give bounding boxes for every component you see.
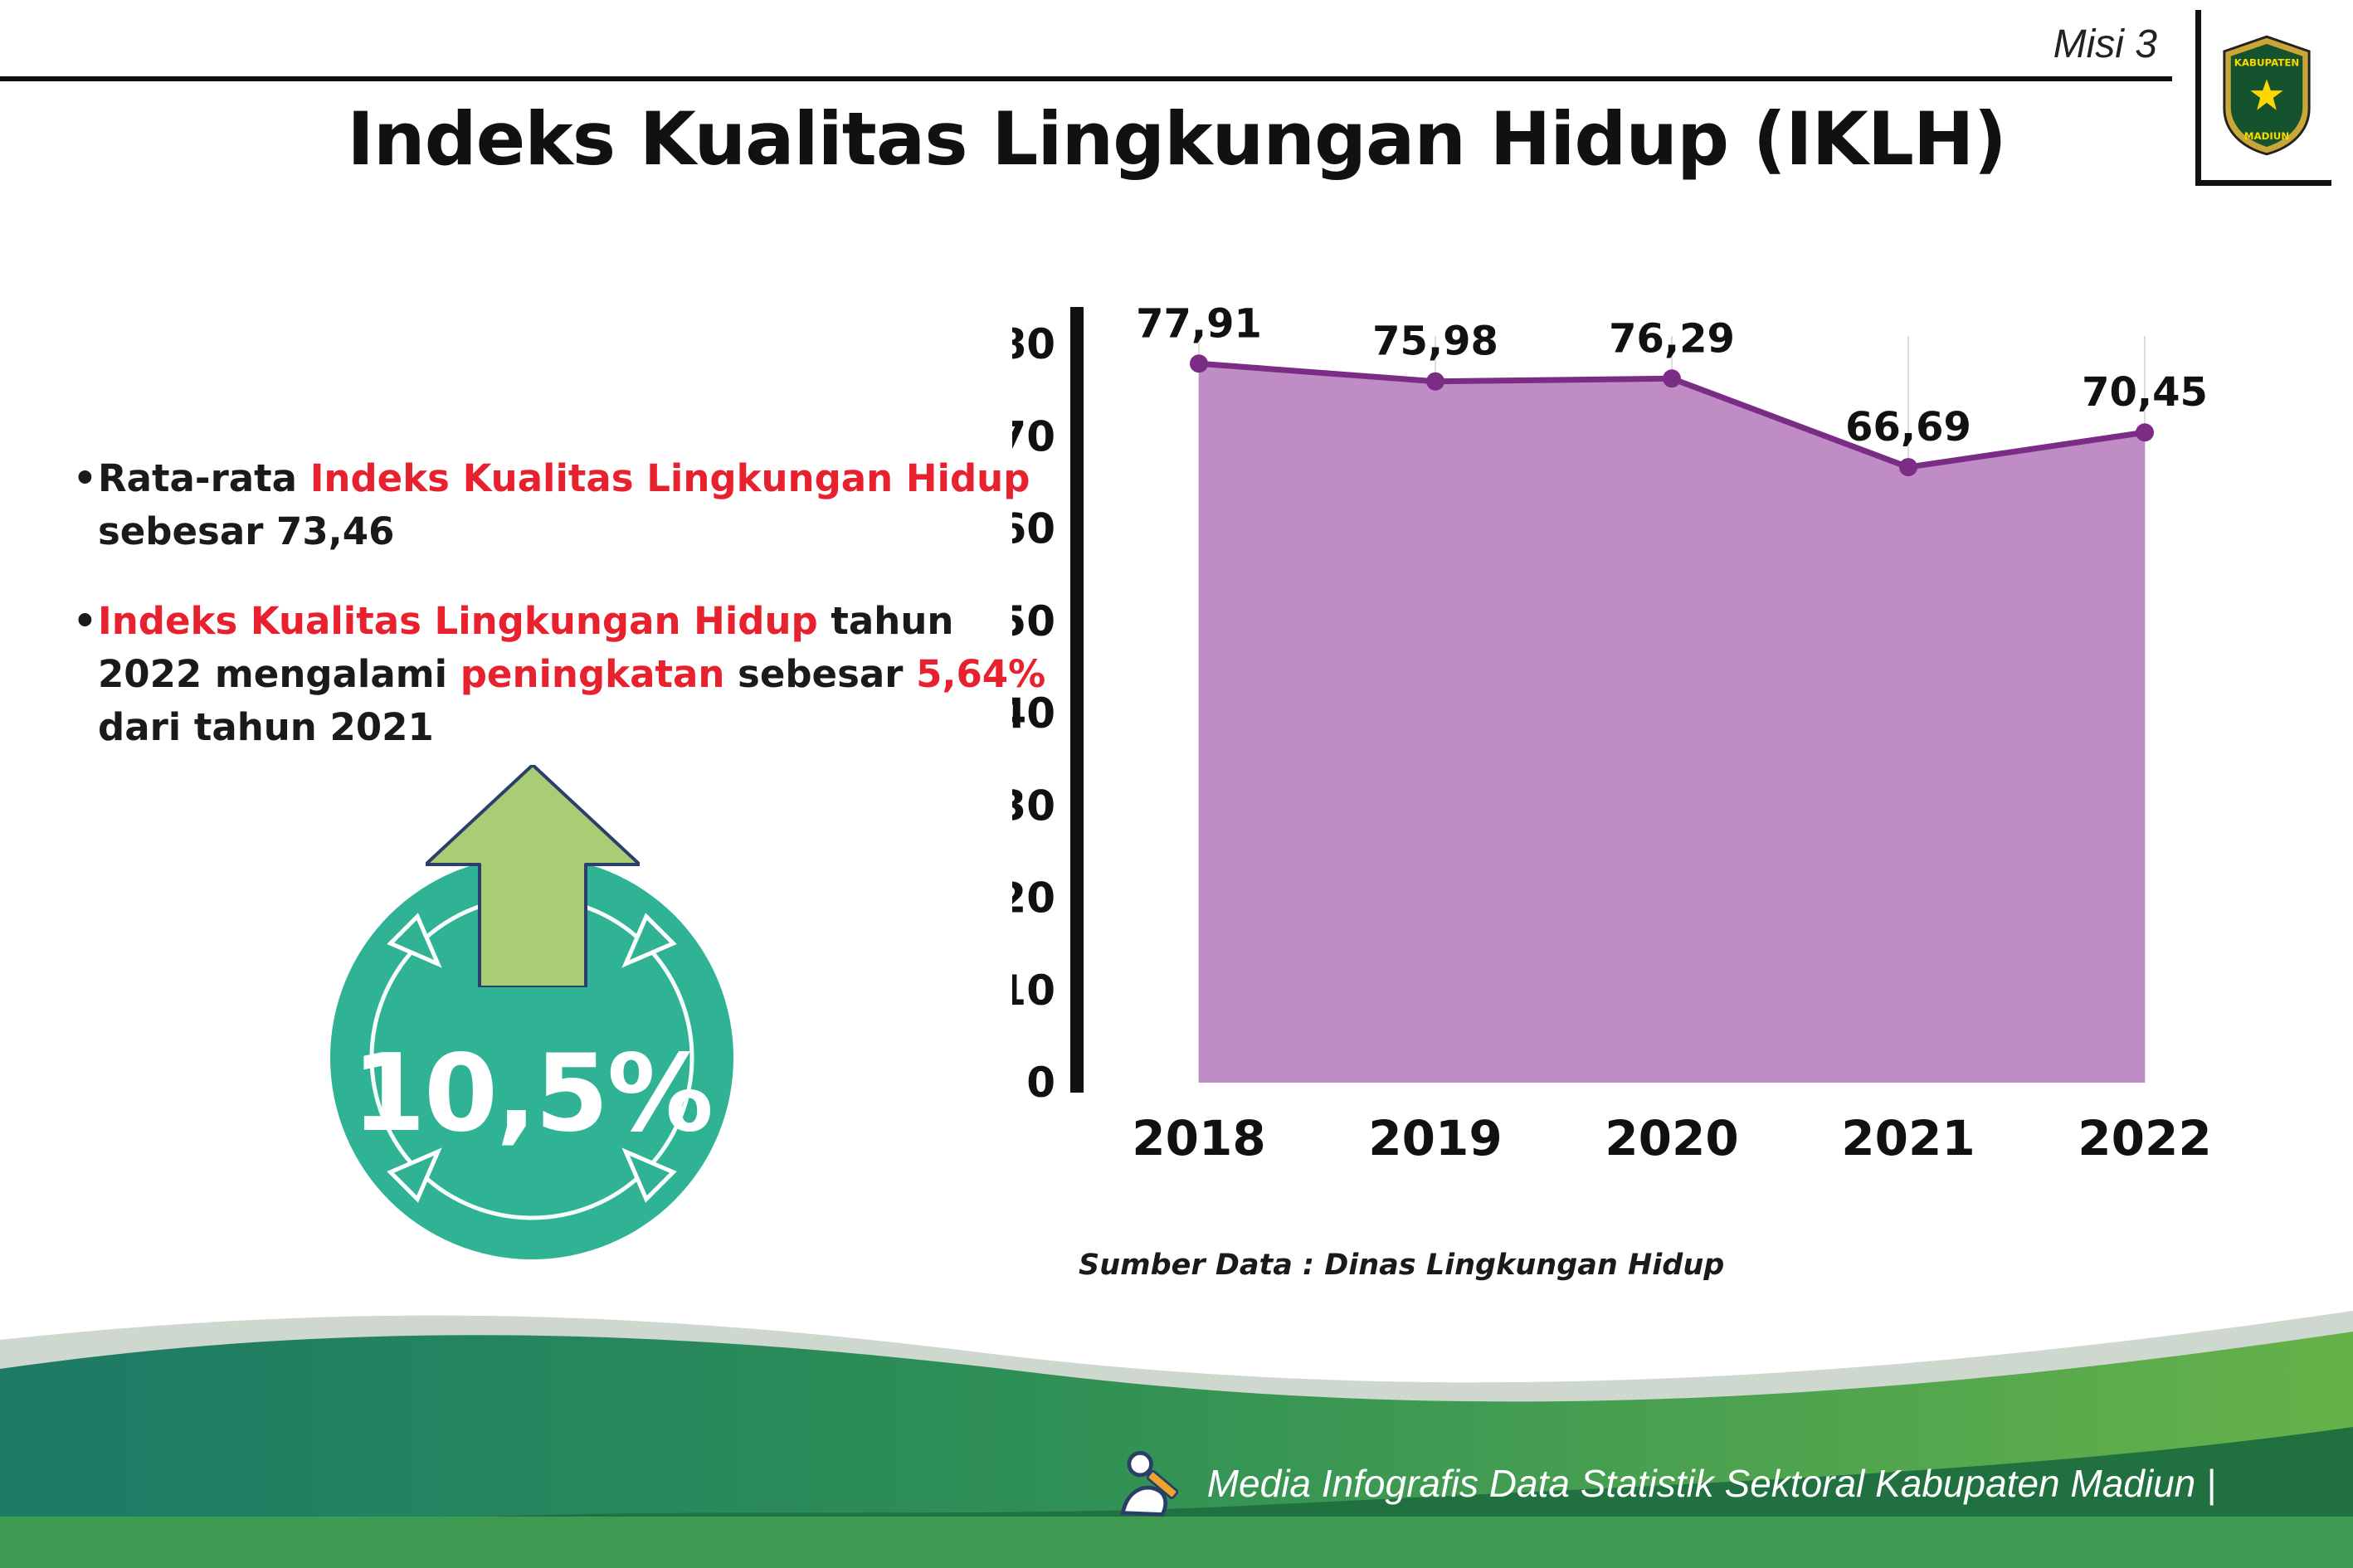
point-label: 70,45 bbox=[2082, 369, 2208, 416]
bullet-list: • Rata-rata Indeks Kualitas Lingkungan Hi… bbox=[73, 452, 1060, 790]
point-label: 75,98 bbox=[1372, 319, 1498, 365]
ring-triangle-icon bbox=[621, 1147, 677, 1203]
y-tick-label: 0 bbox=[1026, 1059, 1055, 1107]
ring-triangle-icon bbox=[387, 1147, 442, 1203]
plain-text: sebesar 73,46 bbox=[98, 509, 395, 553]
highlight-text: Indeks Kualitas Lingkungan Hidup bbox=[309, 456, 1030, 500]
up-arrow-icon bbox=[426, 765, 640, 987]
increase-percentage: 10,5% bbox=[351, 1032, 714, 1156]
bullet-item: • Rata-rata Indeks Kualitas Lingkungan Hi… bbox=[73, 452, 1060, 558]
point-label: 77,91 bbox=[1136, 300, 1262, 347]
y-tick-label: 30 bbox=[1012, 782, 1055, 830]
shield-icon: KABUPATEN MADIUN bbox=[2222, 35, 2311, 155]
data-point bbox=[1190, 354, 1208, 373]
plain-text: Rata-rata bbox=[98, 456, 310, 500]
data-point bbox=[2136, 423, 2154, 442]
ring-triangle-icon bbox=[387, 913, 442, 968]
highlight-text: 5,64% bbox=[916, 651, 1046, 696]
bullet-dot: • bbox=[73, 456, 97, 500]
footer-wave bbox=[0, 1311, 2353, 1568]
bullet-dot: • bbox=[73, 598, 97, 643]
badge-ring bbox=[369, 895, 694, 1220]
header-rule bbox=[0, 76, 2172, 81]
y-tick-label: 40 bbox=[1012, 689, 1055, 738]
misi-label: Misi 3 bbox=[2053, 22, 2157, 66]
highlight-text: peningkatan bbox=[460, 651, 725, 696]
y-tick-label: 70 bbox=[1012, 412, 1055, 460]
data-point bbox=[1663, 369, 1681, 388]
x-tick-label: 2019 bbox=[1368, 1110, 1502, 1166]
plain-text: tahun 2022 mengalami bbox=[98, 598, 954, 696]
page-title: Indeks Kualitas Lingkungan Hidup (IKLH) bbox=[347, 96, 2007, 182]
plain-text: sebesar bbox=[724, 651, 917, 696]
increase-badge: 10,5% bbox=[330, 856, 733, 1259]
iklh-area-chart: 77,91 75,98 76,29 66,69 70,45 0 10 20 30 40 50 60 70… bbox=[997, 290, 2307, 1314]
data-source-note: Sumber Data : Dinas Lingkungan Hidup bbox=[1079, 1249, 1725, 1282]
data-point bbox=[1426, 372, 1444, 391]
y-tick-label: 80 bbox=[1012, 320, 1055, 368]
area-fill bbox=[1199, 363, 2145, 1083]
y-tick-label: 50 bbox=[1012, 597, 1055, 645]
highlight-text: Indeks Kualitas Lingkungan Hidup bbox=[98, 598, 818, 643]
footer-credit: Media Infografis Data Statistik Sektoral… bbox=[1112, 1444, 2216, 1522]
point-label: 66,69 bbox=[1845, 404, 1971, 450]
point-label: 76,29 bbox=[1609, 315, 1735, 362]
plain-text: dari tahun 2021 bbox=[98, 704, 434, 749]
data-point bbox=[1899, 458, 1917, 477]
ring-triangle-icon bbox=[621, 913, 677, 968]
logo-bottom-text: MADIUN bbox=[2243, 130, 2289, 142]
x-tick-label: 2020 bbox=[1605, 1110, 1738, 1166]
y-axis bbox=[1070, 307, 1084, 1093]
x-tick-label: 2022 bbox=[2078, 1110, 2211, 1166]
bullet-item: • Indeks Kualitas Lingkungan Hidup tahun … bbox=[73, 595, 1060, 754]
footer-credit-text: Media Infografis Data Statistik Sektoral… bbox=[1206, 1461, 2216, 1505]
y-tick-label: 20 bbox=[1012, 874, 1055, 923]
star-icon bbox=[2249, 78, 2283, 110]
logo-top-text: KABUPATEN bbox=[2234, 56, 2299, 68]
x-tick-label: 2021 bbox=[1841, 1110, 1975, 1166]
x-tick-label: 2018 bbox=[1132, 1110, 1265, 1166]
y-tick-label: 60 bbox=[1012, 505, 1055, 553]
mascot-icon bbox=[1120, 1451, 1178, 1517]
kabupaten-madiun-logo: KABUPATEN MADIUN bbox=[2195, 10, 2331, 186]
y-tick-label: 10 bbox=[1012, 967, 1055, 1015]
